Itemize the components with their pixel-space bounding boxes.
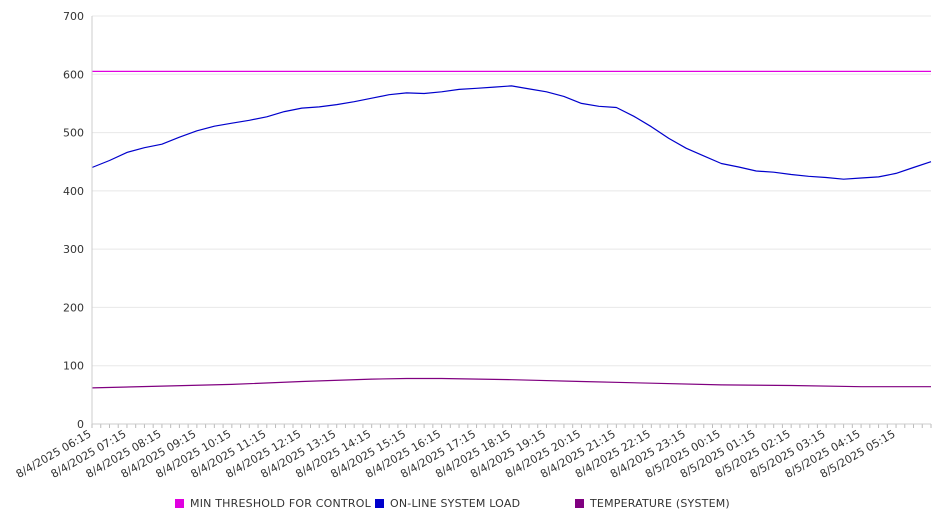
y-tick-label: 300: [63, 243, 84, 256]
x-axis-ticks: 8/4/2025 06:158/4/2025 07:158/4/2025 08:…: [14, 424, 932, 481]
legend-label-temperature: TEMPERATURE (SYSTEM): [590, 497, 730, 510]
legend-label-threshold: MIN THRESHOLD FOR CONTROL: [190, 497, 371, 510]
legend-swatch-threshold: [175, 499, 184, 508]
temperature-line: [91, 377, 931, 389]
legend-item-temperature[interactable]: TEMPERATURE (SYSTEM): [575, 497, 730, 513]
legend-swatch-system-load: [375, 499, 384, 508]
legend-swatch-temperature: [575, 499, 584, 508]
y-tick-label: 0: [77, 418, 84, 431]
system-load-line: [91, 85, 932, 180]
y-tick-label: 500: [63, 127, 84, 140]
y-tick-label: 200: [63, 301, 84, 314]
grid-lines: [92, 15, 931, 367]
legend-item-threshold[interactable]: MIN THRESHOLD FOR CONTROL: [175, 497, 371, 513]
y-tick-label: 600: [63, 68, 84, 81]
legend-item-system-load[interactable]: ON-LINE SYSTEM LOAD: [375, 497, 520, 513]
series-layer: [91, 70, 932, 389]
legend-label-system-load: ON-LINE SYSTEM LOAD: [390, 497, 521, 510]
y-tick-label: 400: [63, 185, 84, 198]
y-axis-ticks: 0 100 200 300 400 500 600 700: [63, 10, 84, 431]
y-tick-label: 100: [63, 360, 84, 373]
y-tick-label: 700: [63, 10, 84, 23]
